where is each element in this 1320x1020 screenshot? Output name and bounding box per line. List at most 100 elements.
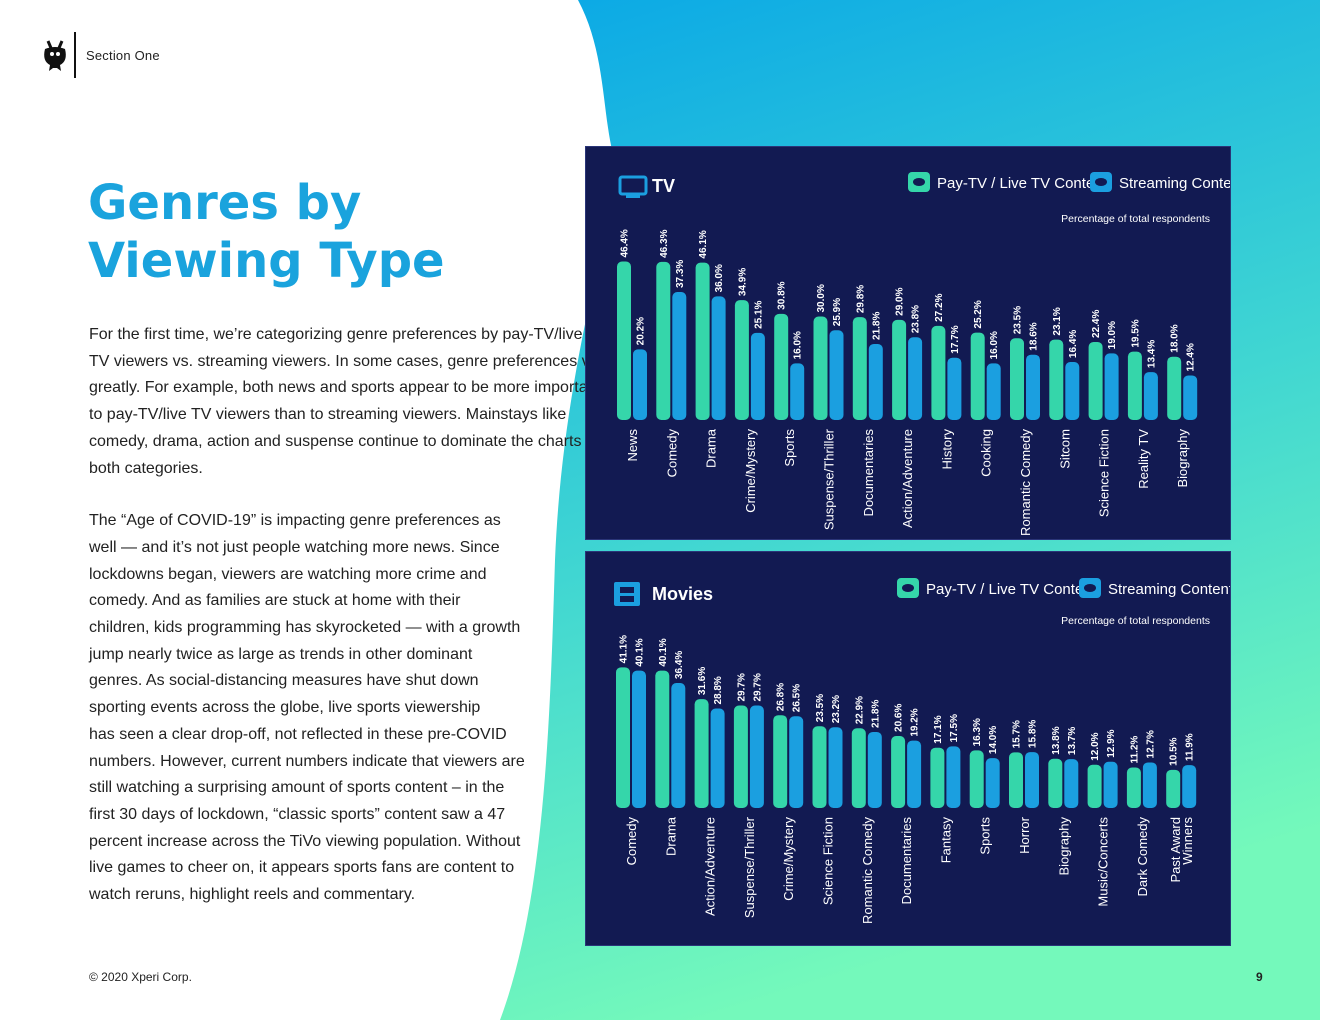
data-label: 31.6%	[697, 667, 708, 695]
data-label: 16.4%	[1068, 330, 1079, 358]
body-line: jump nearly twice as large as trends in …	[89, 645, 473, 663]
bar-group: 29.0% 23.8% Action/Adventure	[892, 287, 923, 528]
bar-group: 17.1% 17.5% Fantasy	[930, 714, 961, 864]
bar-streaming	[790, 363, 805, 420]
bar-pay-tv	[773, 715, 788, 808]
bar-streaming	[828, 727, 843, 808]
bar-streaming	[1026, 354, 1040, 420]
data-label: 21.8%	[870, 700, 881, 728]
bar-pay-tv	[1048, 758, 1063, 808]
data-label: 26.5%	[792, 684, 803, 712]
bar-group: 22.9% 21.8% Romantic Comedy	[851, 696, 882, 924]
legend-pay-tv: Pay-TV / Live TV Content	[897, 578, 1097, 598]
copyright: © 2020 Xperi Corp.	[89, 970, 192, 984]
bar-streaming	[1182, 765, 1197, 808]
body-line: both categories.	[89, 459, 203, 477]
legend-label: Pay-TV / Live TV Content	[926, 581, 1097, 598]
data-label: 17.7%	[950, 325, 961, 353]
data-label: 23.5%	[815, 694, 826, 722]
data-label: 46.1%	[698, 230, 709, 258]
body-line: children, kids programming has skyrocket…	[89, 619, 521, 637]
category-label: Science Fiction	[821, 817, 836, 905]
bar-streaming	[985, 758, 1000, 808]
category-label: Biography	[1056, 817, 1071, 876]
bar-pay-tv	[616, 667, 630, 808]
body-line: live games to cheer on, it appears sport…	[89, 859, 515, 877]
category-label: Music/Concerts	[1096, 817, 1111, 907]
bar-streaming	[947, 357, 962, 420]
bar-streaming	[908, 337, 923, 420]
bar-group: 26.8% 26.5% Crime/Mystery	[773, 683, 804, 901]
bar-group: 20.6% 19.2% Documentaries	[891, 704, 922, 904]
data-label: 29.8%	[855, 285, 866, 313]
category-label: News	[625, 429, 640, 462]
bar-pay-tv	[891, 735, 906, 808]
bar-streaming	[711, 296, 726, 420]
chart-subtitle: Percentage of total respondents	[1061, 615, 1210, 627]
data-label: 19.2%	[910, 708, 921, 736]
bar-pay-tv	[1127, 351, 1142, 420]
data-label: 29.0%	[895, 287, 906, 315]
body-line: greatly. For example, both news and spor…	[89, 379, 601, 397]
data-label: 18.0%	[1170, 324, 1181, 352]
data-label: 12.9%	[1106, 729, 1117, 757]
page-title-line-2: Viewing Type	[88, 233, 445, 289]
data-label: 14.0%	[988, 726, 999, 754]
body-paragraph-2: The “Age of COVID-19” is impacting genre…	[89, 508, 529, 909]
data-label: 11.2%	[1129, 736, 1140, 764]
bar-streaming	[1025, 752, 1039, 808]
bar-pay-tv	[1009, 752, 1023, 808]
bar-group: 23.5% 23.2% Science Fiction	[812, 694, 843, 905]
category-label: Fantasy	[938, 817, 953, 864]
tivo-logo-icon	[44, 40, 66, 71]
data-label: 19.0%	[1107, 321, 1118, 349]
bar-pay-tv	[851, 728, 866, 808]
data-label: 28.8%	[713, 676, 724, 704]
chart-subtitle: Percentage of total respondents	[1061, 213, 1210, 225]
body-paragraph-1: For the first time, we’re categorizing g…	[89, 322, 612, 482]
body-line: comedy, drama, action and suspense conti…	[89, 432, 599, 450]
bar-streaming	[867, 731, 882, 808]
bar-pay-tv	[733, 705, 748, 808]
data-label: 29.7%	[752, 673, 763, 701]
data-label: 18.6%	[1029, 322, 1040, 350]
data-label: 17.1%	[933, 715, 944, 743]
data-label: 23.1%	[1052, 307, 1063, 335]
category-label: Sitcom	[1057, 429, 1072, 469]
bar-group: 16.3% 14.0% Sports	[969, 718, 1000, 855]
bar-streaming	[986, 363, 1001, 420]
category-label: Winners	[1180, 817, 1195, 865]
data-label: 40.1%	[635, 638, 646, 666]
category-label: Cooking	[979, 429, 994, 477]
data-label: 25.2%	[973, 300, 984, 328]
page-title-line-1: Genres by	[88, 175, 362, 231]
legend-remote-icon	[913, 178, 925, 186]
data-label: 17.5%	[949, 714, 960, 742]
data-label: 23.5%	[1013, 306, 1024, 334]
movies-chart-panel: Movies Pay-TV / Live TV Content Streaming …	[585, 551, 1231, 946]
bar-pay-tv	[852, 317, 867, 420]
bar-streaming	[1065, 362, 1080, 420]
data-label: 26.8%	[776, 683, 787, 711]
bar-streaming	[1142, 762, 1157, 808]
legend-streaming: Streaming Content	[1090, 172, 1230, 192]
data-label: 25.9%	[832, 298, 843, 326]
bar-group: 19.5% 13.4% Reality TV	[1127, 319, 1158, 489]
bar-pay-tv	[1088, 341, 1103, 420]
category-label: Romantic Comedy	[860, 817, 875, 924]
bar-pay-tv	[1166, 769, 1181, 808]
header-divider	[74, 32, 76, 78]
bar-group: 31.6% 28.8% Action/Adventure	[694, 667, 725, 916]
data-label: 12.7%	[1145, 730, 1156, 758]
body-line: comedy. And as families are stuck at hom…	[89, 592, 461, 610]
data-label: 22.9%	[854, 696, 865, 724]
bar-pay-tv	[695, 262, 710, 420]
data-label: 16.0%	[793, 331, 804, 359]
bar-group: 12.0% 12.9% Music/Concerts	[1087, 729, 1118, 907]
section-label: Section One	[86, 47, 160, 63]
bar-group: 29.7% 29.7% Suspense/Thriller	[733, 673, 764, 918]
bar-pay-tv	[930, 747, 945, 808]
category-label: Drama	[663, 816, 678, 856]
bar-streaming	[671, 683, 686, 808]
bar-streaming	[829, 330, 844, 420]
